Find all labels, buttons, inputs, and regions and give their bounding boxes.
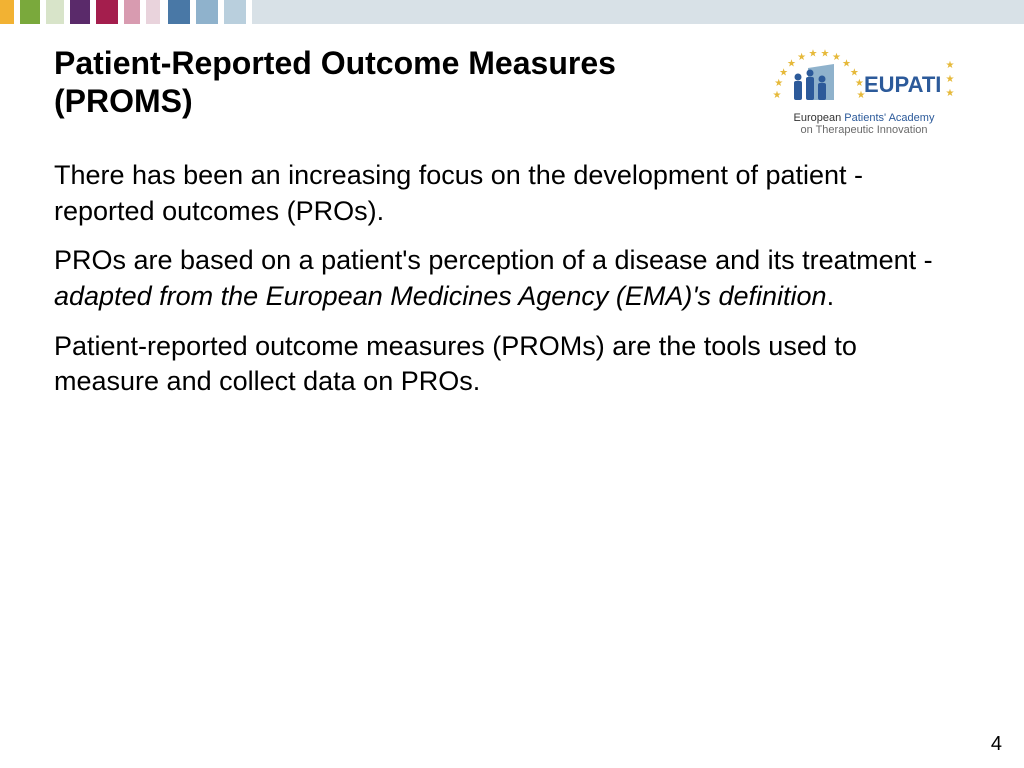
svg-text:EUPATI: EUPATI xyxy=(864,72,941,97)
top-bar-segment xyxy=(20,0,40,24)
svg-text:★: ★ xyxy=(809,48,818,59)
svg-text:★: ★ xyxy=(787,58,796,69)
logo-caption-line1: European Patients' Academy xyxy=(754,112,974,124)
svg-text:★: ★ xyxy=(832,52,841,63)
top-bar-segment xyxy=(70,0,90,24)
body-text: There has been an increasing focus on th… xyxy=(54,158,934,414)
top-bar-segment xyxy=(160,0,168,24)
logo-caption-line2: on Therapeutic Innovation xyxy=(754,124,974,136)
svg-text:★: ★ xyxy=(946,88,955,99)
top-bar-segment xyxy=(96,0,118,24)
svg-text:★: ★ xyxy=(946,60,955,71)
svg-text:★: ★ xyxy=(850,67,859,78)
top-color-bar xyxy=(0,0,1024,24)
top-bar-segment xyxy=(146,0,160,24)
slide: Patient-Reported Outcome Measures (PROMS… xyxy=(0,0,1024,768)
slide-title: Patient-Reported Outcome Measures (PROMS… xyxy=(54,44,734,121)
eupati-logo: ★★★★★★★★★★★★EUPATI★★★ European Patients'… xyxy=(754,44,974,136)
svg-text:★: ★ xyxy=(855,78,864,89)
eupati-logo-icon: ★★★★★★★★★★★★EUPATI★★★ xyxy=(764,44,964,108)
svg-text:★: ★ xyxy=(774,78,783,89)
paragraph-2-italic: adapted from the European Medicines Agen… xyxy=(54,281,827,311)
top-bar-segment xyxy=(168,0,190,24)
page-number: 4 xyxy=(991,733,1002,756)
top-bar-segment xyxy=(46,0,64,24)
logo-caption-accent: Patients' Academy xyxy=(844,112,934,124)
top-bar-segment xyxy=(252,0,1024,24)
svg-text:★: ★ xyxy=(797,52,806,63)
top-bar-segment xyxy=(224,0,246,24)
paragraph-2: PROs are based on a patient's perception… xyxy=(54,243,934,314)
top-bar-segment xyxy=(124,0,140,24)
logo-caption-plain: European xyxy=(794,112,845,124)
header-row: Patient-Reported Outcome Measures (PROMS… xyxy=(54,44,974,136)
top-bar-segment xyxy=(196,0,218,24)
svg-text:★: ★ xyxy=(820,48,829,59)
svg-text:★: ★ xyxy=(773,90,782,101)
paragraph-2-tail: . xyxy=(827,281,835,311)
paragraph-3: Patient-reported outcome measures (PROMs… xyxy=(54,329,934,400)
svg-text:★: ★ xyxy=(946,74,955,85)
top-bar-segment xyxy=(0,0,14,24)
paragraph-1: There has been an increasing focus on th… xyxy=(54,158,934,229)
paragraph-2-lead: PROs are based on a patient's perception… xyxy=(54,245,933,275)
